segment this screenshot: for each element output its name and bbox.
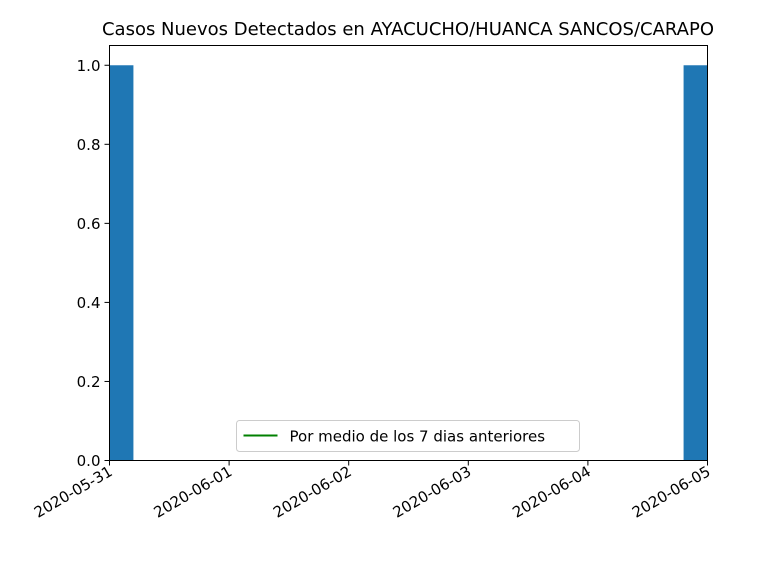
x-tick-label: 2020-06-03 [390,462,475,521]
x-tick-label: 2020-06-01 [151,462,236,521]
x-tick-label: 2020-06-04 [509,462,594,521]
plot-frame [109,45,708,461]
bar-2020-06-05 [683,65,708,461]
x-tick-label: 2020-06-02 [270,462,355,521]
y-tick-label: 0.6 [77,215,101,233]
y-axis: 0.0 0.2 0.4 0.6 0.8 1.0 [77,57,110,470]
legend: Por medio de los 7 dias anteriores [236,420,580,452]
y-tick-label: 0.0 [77,452,101,470]
x-axis: 2020-05-31 2020-06-01 2020-06-02 2020-06-03… [31,460,714,522]
bar-2020-05-31 [109,65,134,461]
y-tick-label: 1.0 [77,57,101,75]
legend-box [236,420,580,452]
bars-group [109,65,708,461]
y-tick-label: 0.2 [77,373,101,391]
y-tick-label: 0.4 [77,294,101,312]
x-tick-label: 2020-06-05 [629,462,714,521]
x-tick-label: 2020-05-31 [31,462,116,521]
legend-label: Por medio de los 7 dias anteriores [290,428,546,446]
y-tick-label: 0.8 [77,136,101,154]
chart-title: Casos Nuevos Detectados en AYACUCHO/HUAN… [102,19,714,40]
